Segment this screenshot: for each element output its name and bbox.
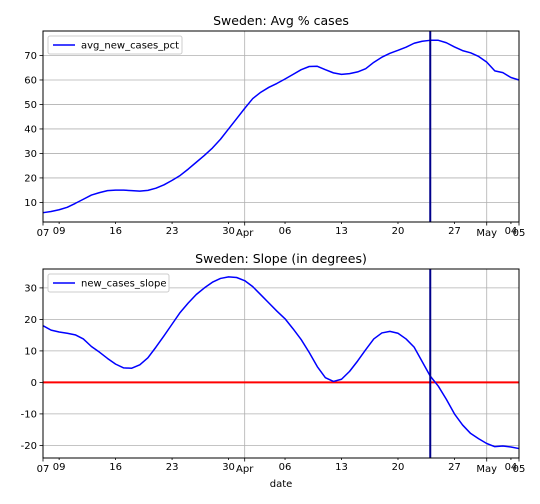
y-tick-label: 70 xyxy=(24,51,37,62)
y-axis: -20 -10 0 10 20 30 xyxy=(21,283,43,452)
chart-slope: Sweden: Slope (in degrees) -20 -10 0 10 20 30… xyxy=(21,251,526,490)
y-tick-label: 30 xyxy=(24,149,37,160)
grid xyxy=(43,31,519,222)
x-tick-label: 27 xyxy=(448,462,461,473)
x-tick-label: 05 xyxy=(513,464,526,475)
x-tick-label: 16 xyxy=(109,226,122,237)
y-tick-label: -20 xyxy=(21,441,37,452)
chart-title: Sweden: Slope (in degrees) xyxy=(195,251,367,266)
y-axis: 10 20 30 40 50 60 70 xyxy=(24,51,43,209)
x-tick-label: 05 xyxy=(513,228,526,239)
x-tick-label: 09 xyxy=(53,226,66,237)
x-tick-label: 30 xyxy=(222,462,235,473)
x-tick-label: May xyxy=(476,228,497,239)
x-tick-label: 07 xyxy=(37,464,50,475)
series-line xyxy=(42,276,520,450)
x-tick-label: 04 xyxy=(505,226,518,237)
legend: avg_new_cases_pct xyxy=(47,35,183,55)
x-tick-label: 16 xyxy=(109,462,122,473)
y-tick-label: 60 xyxy=(24,75,37,86)
x-tick-label: 06 xyxy=(279,462,292,473)
x-tick-label: 04 xyxy=(505,462,518,473)
y-tick-label: -10 xyxy=(21,409,37,420)
x-tick-label: 07 xyxy=(37,228,50,239)
x-tick-label: 23 xyxy=(166,226,179,237)
chart-title: Sweden: Avg % cases xyxy=(213,13,349,28)
x-tick-label: 13 xyxy=(335,462,348,473)
x-tick-label: 23 xyxy=(166,462,179,473)
legend: new_cases_slope xyxy=(47,273,170,293)
y-tick-label: 0 xyxy=(31,378,37,389)
x-tick-label: 20 xyxy=(392,462,405,473)
x-tick-label: 27 xyxy=(448,226,461,237)
series-line xyxy=(42,39,520,214)
y-tick-label: 50 xyxy=(24,100,37,111)
y-tick-label: 10 xyxy=(24,198,37,209)
x-tick-label: 06 xyxy=(279,226,292,237)
plot-frame xyxy=(42,268,520,459)
y-tick-label: 20 xyxy=(24,315,37,326)
x-tick-label: 13 xyxy=(335,226,348,237)
x-tick-label: May xyxy=(476,464,497,475)
x-tick-label: 09 xyxy=(53,462,66,473)
y-tick-label: 10 xyxy=(24,346,37,357)
x-tick-label: Apr xyxy=(236,464,254,475)
legend-label: new_cases_slope xyxy=(81,279,166,290)
legend-label: avg_new_cases_pct xyxy=(81,41,179,52)
plot-frame xyxy=(42,30,520,223)
y-tick-label: 40 xyxy=(24,124,37,135)
chart-avg-cases: Sweden: Avg % cases 10 20 30 40 50 60 70 07 09 1… xyxy=(24,13,525,239)
y-tick-label: 30 xyxy=(24,283,37,294)
x-tick-label: Apr xyxy=(236,228,254,239)
x-tick-label: 30 xyxy=(222,226,235,237)
x-tick-label: 20 xyxy=(392,226,405,237)
x-axis-label: date xyxy=(270,479,293,490)
legend-box xyxy=(47,35,183,55)
y-tick-label: 20 xyxy=(24,173,37,184)
legend-box xyxy=(47,273,170,293)
